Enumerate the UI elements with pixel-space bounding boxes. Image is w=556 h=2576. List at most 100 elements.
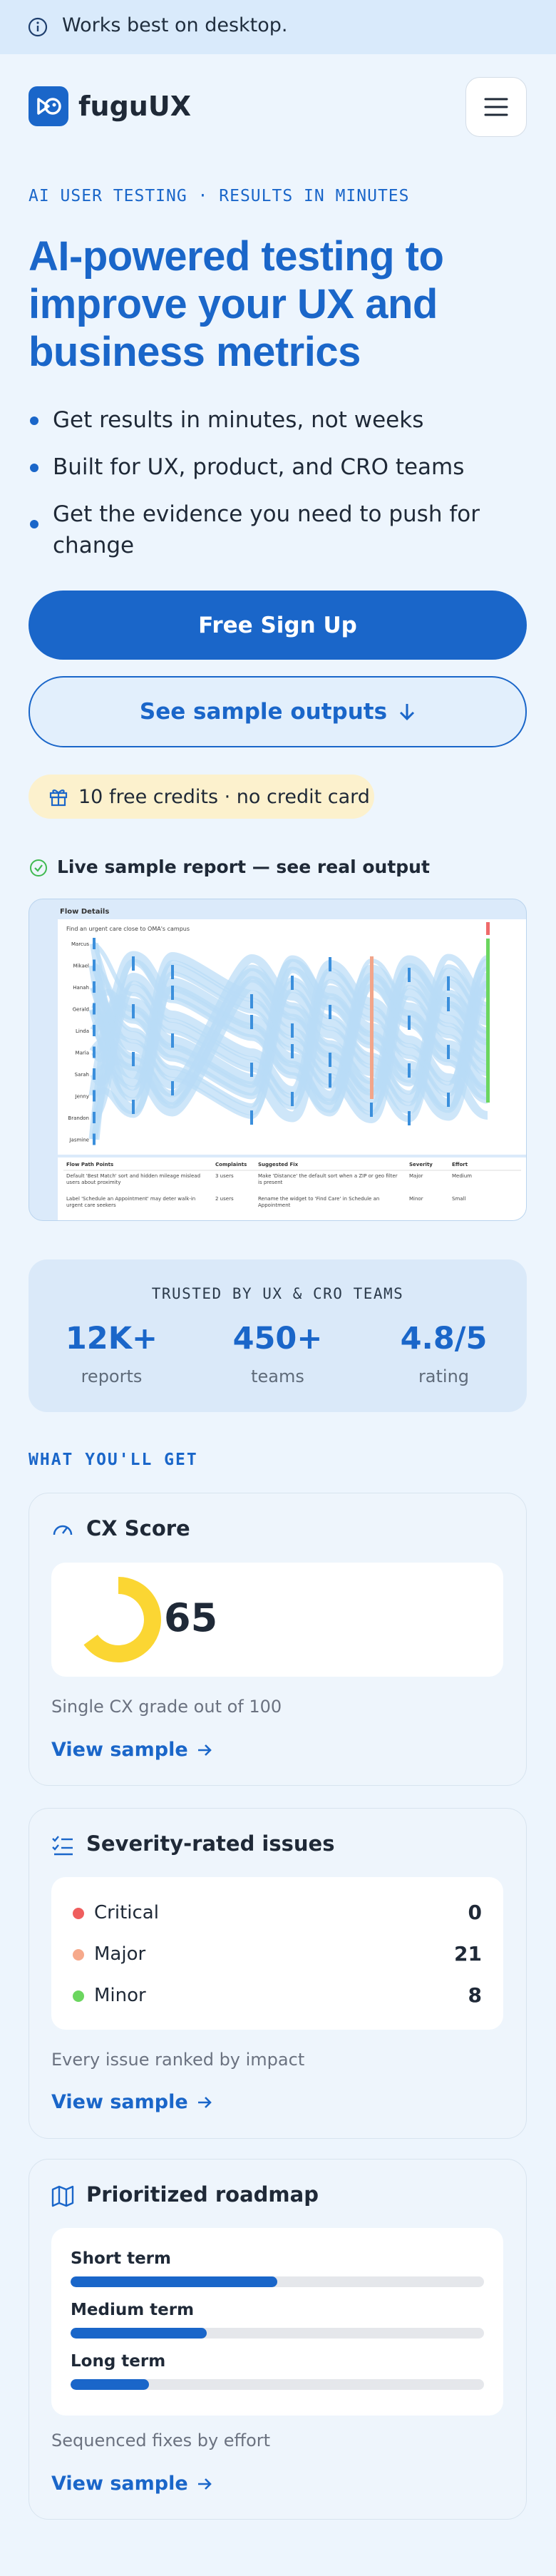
table-cell-box: Default 'Best Match' sort and hidden mil… xyxy=(66,1173,201,1185)
check-icon xyxy=(30,859,47,876)
arrow-right xyxy=(197,2096,212,2108)
node xyxy=(291,976,294,990)
table-header: Complaints xyxy=(215,1162,247,1167)
participant: Maria xyxy=(76,1051,89,1056)
node xyxy=(329,957,331,971)
roadmap-bar xyxy=(71,2328,207,2339)
bullet-list: Get results in minutes, not weeks Built f… xyxy=(29,404,527,577)
arrow-right xyxy=(197,2478,212,2490)
banner-text: Works best on desktop. xyxy=(62,14,288,36)
node xyxy=(93,1025,96,1036)
flow xyxy=(88,959,490,1121)
table-cell: 3 users xyxy=(215,1173,234,1179)
score-box: 65 xyxy=(51,1563,503,1677)
node xyxy=(408,968,411,982)
node xyxy=(408,1016,411,1030)
bullet-dot xyxy=(30,520,38,528)
node xyxy=(93,959,96,971)
samples-button[interactable]: See sample outputs xyxy=(29,676,527,747)
node xyxy=(132,956,135,971)
table-cell: Minor xyxy=(409,1196,423,1202)
node xyxy=(93,1133,96,1145)
table-cell-box: Major xyxy=(409,1173,423,1179)
table-header: Suggested Fix xyxy=(258,1162,299,1167)
gift-icon xyxy=(49,789,68,807)
roadmap-track xyxy=(71,2276,484,2287)
node xyxy=(291,1092,294,1106)
node xyxy=(93,1112,96,1123)
samples-label: See sample outputs xyxy=(139,699,388,725)
node xyxy=(132,1004,135,1018)
severity-label: Minor xyxy=(94,1985,146,2006)
view-sample-link[interactable]: View sample xyxy=(51,2473,212,2495)
list-icon xyxy=(52,1836,73,1856)
score-value: 65 xyxy=(164,1595,218,1640)
node xyxy=(93,1068,96,1080)
node xyxy=(132,1100,135,1114)
node xyxy=(486,922,490,935)
table-cell-box: 3 users xyxy=(215,1173,234,1179)
participant: Jenny xyxy=(75,1094,89,1100)
table-cell: Major xyxy=(409,1173,423,1179)
score-arc xyxy=(83,1577,161,1662)
node xyxy=(291,1044,294,1058)
node xyxy=(93,1046,96,1058)
bullet: Built for UX, product, and CRO teams xyxy=(29,451,527,483)
brand[interactable]: fuguUX xyxy=(78,91,191,122)
table-cell: 2 users xyxy=(215,1196,234,1202)
bullet: Get results in minutes, not weeks xyxy=(29,404,527,436)
roadmap-bar xyxy=(71,2379,150,2390)
stat-label: reports xyxy=(81,1366,143,1386)
logo-icon[interactable] xyxy=(29,86,68,126)
bullet-text: Get the evidence you need to push for ch… xyxy=(53,501,480,558)
report-task: Find an urgent care close to OMA's campu… xyxy=(66,926,190,932)
card-title: Prioritized roadmap xyxy=(86,2182,319,2207)
node xyxy=(250,1063,253,1077)
node xyxy=(408,1111,411,1125)
bullet-text: Built for UX, product, and CRO teams xyxy=(53,454,465,480)
table-cell: Medium xyxy=(452,1173,472,1179)
menu-icon xyxy=(484,98,508,116)
view-sample-link[interactable]: View sample xyxy=(51,1739,212,1761)
node xyxy=(329,1005,331,1019)
node xyxy=(171,1081,174,1095)
roadmap-card: Prioritized roadmap Short term Medium ter… xyxy=(29,2159,527,2520)
stat: 12K+ reports xyxy=(29,1321,195,1386)
menu-button[interactable] xyxy=(465,77,527,137)
link-text[interactable]: View sample xyxy=(51,2473,188,2495)
arrow-right xyxy=(197,1744,212,1756)
link-text[interactable]: View sample xyxy=(51,1739,188,1761)
table-cell-box: Rename the widget to 'Find Care' in Sche… xyxy=(258,1196,379,1208)
arrow-down xyxy=(400,704,415,721)
severity-box: Critical 0 Major 21 Minor 8 xyxy=(51,1877,503,2030)
node xyxy=(250,1015,253,1029)
card-title: CX Score xyxy=(86,1516,190,1540)
node xyxy=(447,976,450,991)
report-table xyxy=(58,1157,526,1220)
table-cell: Label 'Schedule an Appointment' may dete… xyxy=(66,1196,196,1208)
table-header: Severity xyxy=(409,1162,433,1167)
link-text[interactable]: View sample xyxy=(51,2091,188,2113)
node xyxy=(447,1045,450,1059)
report-preview[interactable]: Flow Details Find an urgent care close to… xyxy=(29,899,527,1221)
participant: Mikael xyxy=(73,964,90,969)
table-cell: Make 'Distance' the default sort when a … xyxy=(258,1173,398,1185)
node xyxy=(370,1103,373,1117)
signup-button[interactable]: Free Sign Up xyxy=(29,591,527,660)
table-cell-box: Label 'Schedule an Appointment' may dete… xyxy=(66,1196,196,1208)
card-title: Severity-rated issues xyxy=(86,1831,335,1856)
node xyxy=(93,981,96,993)
stat-label: teams xyxy=(251,1366,304,1386)
table-cell: Default 'Best Match' sort and hidden mil… xyxy=(66,1173,201,1185)
severity-dot xyxy=(73,1949,84,1961)
card-caption: Every issue ranked by impact xyxy=(51,2050,305,2070)
features-heading: WHAT YOU'LL GET xyxy=(29,1451,198,1469)
card-caption: Sequenced fixes by effort xyxy=(51,2431,271,2450)
view-sample-link[interactable]: View sample xyxy=(51,2091,212,2113)
report-title: Flow Details xyxy=(60,908,109,916)
credits-pill: 10 free credits · no credit card xyxy=(29,775,374,819)
severity-label: Major xyxy=(94,1943,146,1965)
node xyxy=(132,1052,135,1066)
roadmap-label: Long term xyxy=(71,2352,166,2371)
